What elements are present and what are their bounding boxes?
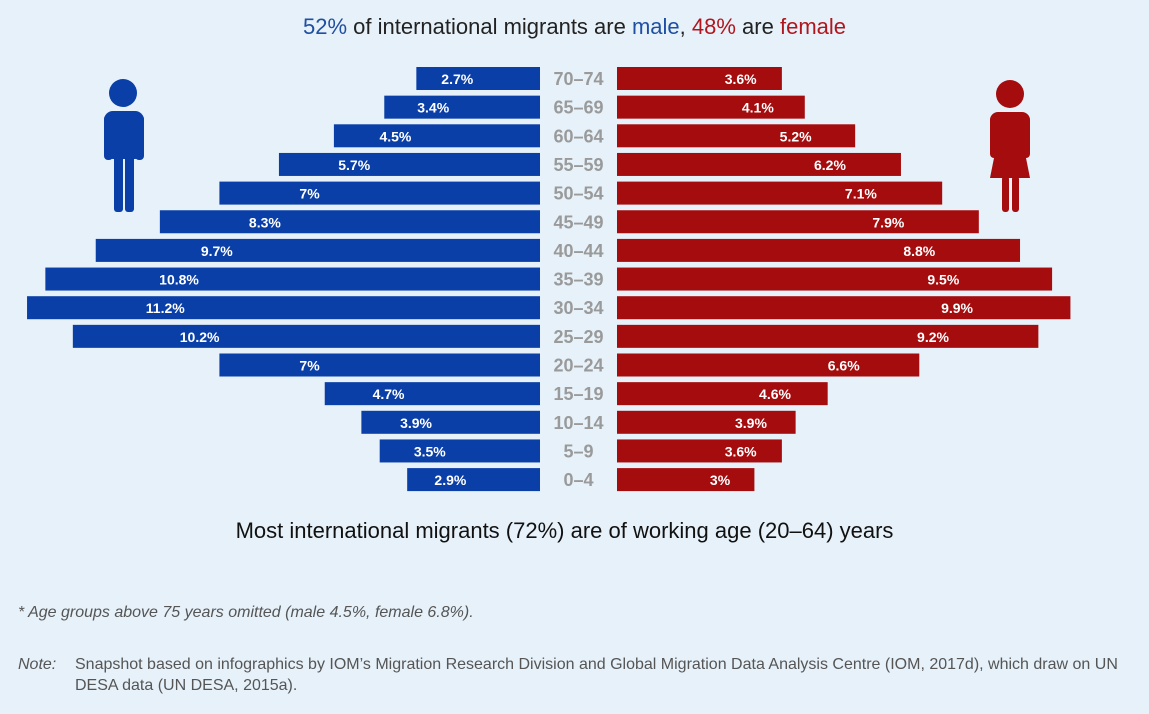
female-bar bbox=[617, 95, 805, 119]
male-bar bbox=[27, 296, 541, 320]
male-person-icon bbox=[104, 79, 144, 212]
male-value-label: 10.2% bbox=[180, 329, 220, 345]
male-value-label: 3.4% bbox=[417, 100, 449, 116]
female-value-label: 7.1% bbox=[845, 186, 877, 202]
male-bar bbox=[95, 238, 541, 262]
female-value-label: 4.6% bbox=[759, 386, 791, 402]
female-value-label: 7.9% bbox=[872, 214, 904, 230]
footnote: * Age groups above 75 years omitted (mal… bbox=[18, 604, 474, 621]
male-word: male bbox=[631, 14, 680, 39]
male-value-label: 7% bbox=[299, 358, 320, 374]
female-value-label: 4.1% bbox=[742, 100, 774, 116]
female-value-label: 6.2% bbox=[814, 157, 846, 173]
female-bar bbox=[617, 238, 1021, 262]
age-group-label: 60–64 bbox=[553, 126, 603, 146]
female-value-label: 3.6% bbox=[725, 443, 757, 459]
male-value-label: 2.9% bbox=[434, 472, 466, 488]
chart-title: 52% of international migrants are male, … bbox=[0, 14, 1149, 40]
note-label: Note: bbox=[18, 656, 57, 673]
title-text-2: are bbox=[735, 14, 780, 39]
age-group-label: 50–54 bbox=[553, 184, 603, 204]
title-text-1: of international migrants are bbox=[347, 14, 632, 39]
female-value-label: 3.6% bbox=[725, 71, 757, 87]
age-group-label: 45–49 bbox=[553, 212, 603, 232]
male-value-label: 9.7% bbox=[201, 243, 233, 259]
age-group-label: 55–59 bbox=[553, 155, 603, 175]
female-bar bbox=[617, 468, 755, 492]
female-bar bbox=[617, 152, 901, 176]
title-comma: , bbox=[679, 14, 692, 39]
age-group-label: 10–14 bbox=[553, 413, 603, 433]
source-note: Note: Snapshot based on infographics by I… bbox=[18, 654, 1128, 696]
male-bar bbox=[361, 410, 540, 434]
female-value-label: 8.8% bbox=[903, 243, 935, 259]
female-value-label: 5.2% bbox=[780, 128, 812, 144]
female-bar bbox=[617, 439, 782, 463]
male-bar bbox=[333, 124, 540, 148]
male-bar bbox=[416, 67, 540, 90]
age-group-label: 20–24 bbox=[553, 356, 603, 376]
male-value-label: 4.7% bbox=[373, 386, 405, 402]
female-word: female bbox=[779, 14, 847, 39]
female-person-icon bbox=[990, 80, 1030, 212]
male-value-label: 5.7% bbox=[338, 157, 370, 173]
age-group-label: 15–19 bbox=[553, 384, 603, 404]
male-value-label: 2.7% bbox=[441, 71, 473, 87]
age-group-label: 0–4 bbox=[563, 470, 593, 490]
male-bar bbox=[384, 95, 540, 119]
age-group-label: 65–69 bbox=[553, 98, 603, 118]
male-value-label: 10.8% bbox=[159, 272, 199, 288]
age-group-label: 25–29 bbox=[553, 327, 603, 347]
male-bar bbox=[324, 382, 540, 406]
female-bar bbox=[617, 296, 1071, 320]
population-pyramid-chart: 2.7% 3.6% 70–74 3.4% 4.1% 65–69 4.5% 5.2% 60–64 5… bbox=[27, 67, 1071, 492]
age-group-label: 5–9 bbox=[563, 441, 593, 461]
female-bar bbox=[617, 382, 828, 406]
female-bar bbox=[617, 124, 856, 148]
male-bar bbox=[407, 468, 540, 492]
female-value-label: 9.9% bbox=[941, 300, 973, 316]
female-value-label: 6.6% bbox=[828, 358, 860, 374]
male-value-label: 3.5% bbox=[414, 443, 446, 459]
age-group-label: 70–74 bbox=[553, 69, 603, 89]
female-bar bbox=[617, 181, 943, 205]
female-bar bbox=[617, 353, 920, 377]
male-bar bbox=[219, 181, 540, 205]
male-bar bbox=[72, 324, 540, 348]
female-percent: 48% bbox=[691, 14, 736, 39]
male-bar bbox=[278, 152, 540, 176]
female-bar bbox=[617, 410, 796, 434]
age-group-label: 30–34 bbox=[553, 298, 603, 318]
female-value-label: 3.9% bbox=[735, 415, 767, 431]
male-percent: 52% bbox=[302, 14, 348, 39]
male-bar bbox=[45, 267, 541, 291]
note-text: Snapshot based on infographics by IOM’s … bbox=[75, 656, 1118, 694]
male-bar bbox=[219, 353, 540, 377]
female-bar bbox=[617, 267, 1053, 291]
male-value-label: 4.5% bbox=[379, 128, 411, 144]
female-bar bbox=[617, 67, 782, 90]
male-bar bbox=[379, 439, 540, 463]
male-value-label: 8.3% bbox=[249, 214, 281, 230]
female-bar bbox=[617, 324, 1039, 348]
male-bar bbox=[159, 210, 541, 234]
female-value-label: 3% bbox=[710, 472, 731, 488]
male-value-label: 7% bbox=[299, 186, 320, 202]
age-group-label: 40–44 bbox=[553, 241, 603, 261]
male-value-label: 3.9% bbox=[400, 415, 432, 431]
age-group-label: 35–39 bbox=[553, 270, 603, 290]
female-value-label: 9.5% bbox=[927, 272, 959, 288]
working-age-statement: Most international migrants (72%) are of… bbox=[235, 518, 894, 543]
female-bar bbox=[617, 210, 979, 234]
male-value-label: 11.2% bbox=[146, 300, 185, 316]
female-value-label: 9.2% bbox=[917, 329, 949, 345]
